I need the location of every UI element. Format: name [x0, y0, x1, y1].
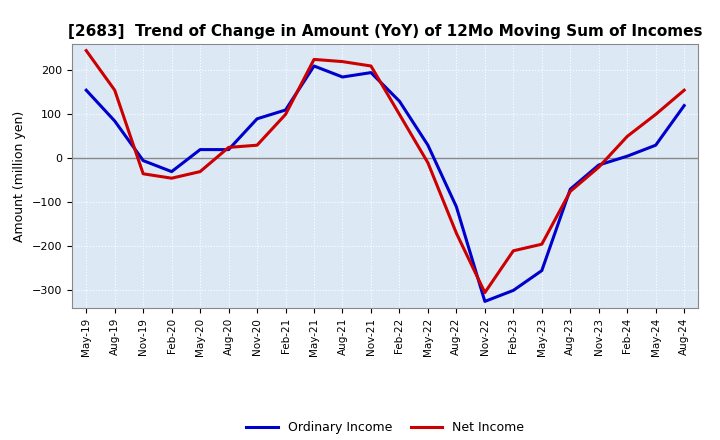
Net Income	[480, 290, 489, 295]
Ordinary Income	[395, 99, 404, 104]
Line: Ordinary Income: Ordinary Income	[86, 66, 684, 301]
Net Income	[652, 112, 660, 117]
Ordinary Income	[167, 169, 176, 174]
Ordinary Income	[196, 147, 204, 152]
Y-axis label: Amount (million yen): Amount (million yen)	[13, 110, 26, 242]
Ordinary Income	[537, 268, 546, 273]
Legend: Ordinary Income, Net Income: Ordinary Income, Net Income	[241, 416, 529, 439]
Net Income	[537, 242, 546, 247]
Ordinary Income	[480, 299, 489, 304]
Net Income	[310, 57, 318, 62]
Net Income	[82, 48, 91, 53]
Ordinary Income	[509, 288, 518, 293]
Line: Net Income: Net Income	[86, 51, 684, 293]
Net Income	[139, 171, 148, 176]
Net Income	[623, 134, 631, 139]
Ordinary Income	[366, 70, 375, 75]
Ordinary Income	[566, 187, 575, 192]
Net Income	[680, 88, 688, 93]
Net Income	[253, 143, 261, 148]
Ordinary Income	[253, 116, 261, 121]
Ordinary Income	[452, 204, 461, 209]
Net Income	[282, 112, 290, 117]
Net Income	[452, 231, 461, 236]
Ordinary Income	[110, 118, 119, 124]
Ordinary Income	[82, 88, 91, 93]
Ordinary Income	[623, 154, 631, 159]
Net Income	[338, 59, 347, 64]
Ordinary Income	[595, 162, 603, 168]
Ordinary Income	[652, 143, 660, 148]
Ordinary Income	[680, 103, 688, 108]
Net Income	[366, 63, 375, 69]
Net Income	[509, 248, 518, 253]
Net Income	[167, 176, 176, 181]
Ordinary Income	[282, 107, 290, 113]
Ordinary Income	[338, 74, 347, 80]
Net Income	[225, 145, 233, 150]
Net Income	[566, 189, 575, 194]
Title: [2683]  Trend of Change in Amount (YoY) of 12Mo Moving Sum of Incomes: [2683] Trend of Change in Amount (YoY) o…	[68, 24, 703, 39]
Net Income	[110, 88, 119, 93]
Net Income	[423, 160, 432, 165]
Ordinary Income	[225, 147, 233, 152]
Net Income	[196, 169, 204, 174]
Ordinary Income	[423, 143, 432, 148]
Ordinary Income	[139, 158, 148, 163]
Ordinary Income	[310, 63, 318, 69]
Net Income	[595, 165, 603, 170]
Net Income	[395, 112, 404, 117]
